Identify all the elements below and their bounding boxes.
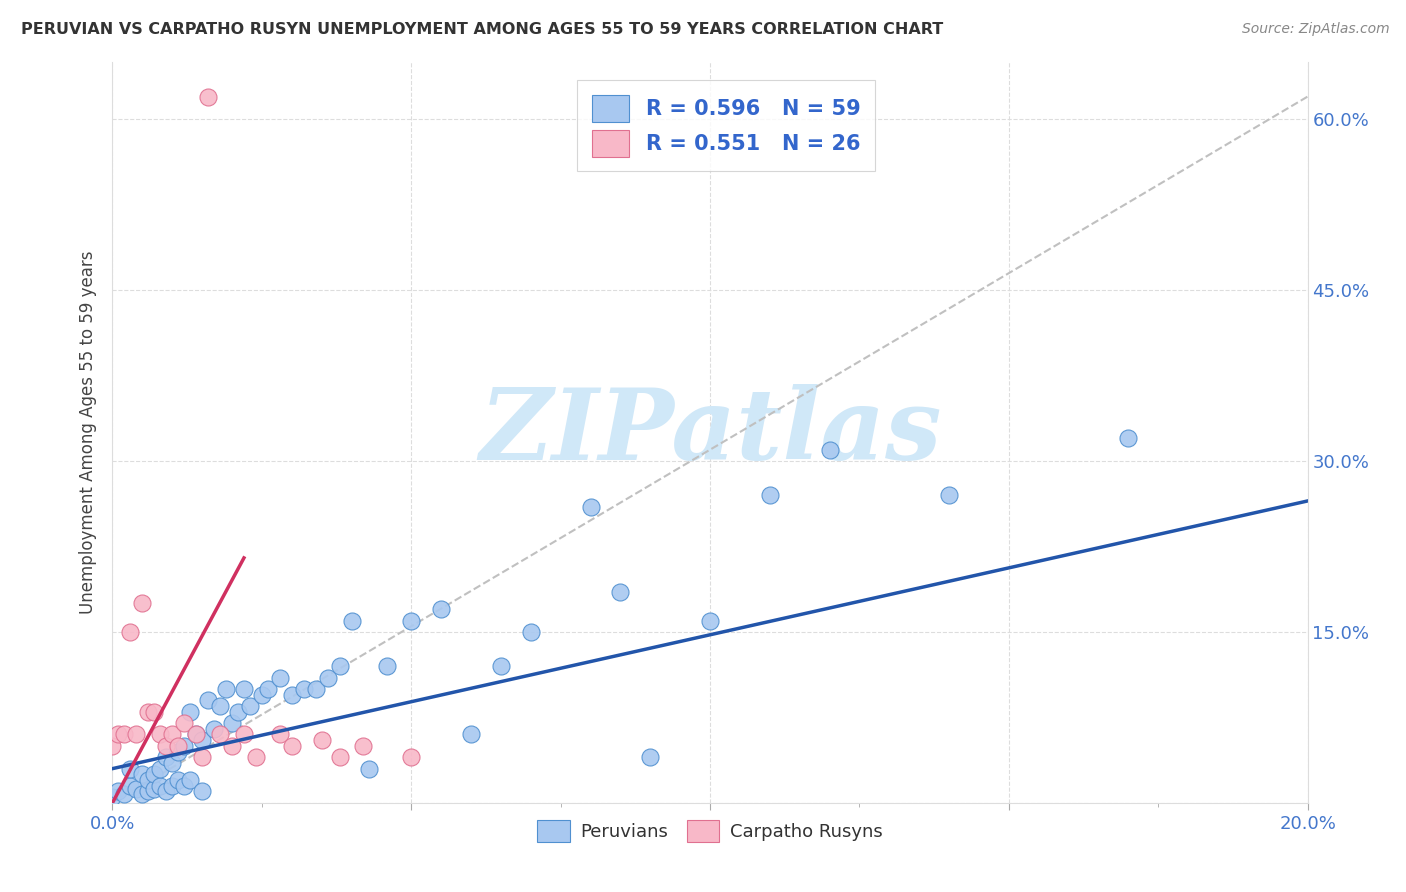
Point xyxy=(401,750,423,764)
Point xyxy=(179,705,201,719)
Point xyxy=(353,739,375,753)
Point xyxy=(1118,431,1140,445)
Point xyxy=(209,698,232,713)
Point xyxy=(155,784,177,798)
Point xyxy=(125,727,148,741)
Point xyxy=(579,500,602,514)
Point xyxy=(640,750,662,764)
Point xyxy=(292,681,315,696)
Point xyxy=(377,659,399,673)
Point xyxy=(520,624,543,639)
Point xyxy=(609,585,631,599)
Point xyxy=(250,688,273,702)
Point xyxy=(101,790,124,805)
Point xyxy=(167,772,190,787)
Point xyxy=(311,733,333,747)
Point xyxy=(155,739,177,753)
Point xyxy=(401,614,423,628)
Point xyxy=(173,779,195,793)
Point xyxy=(143,705,166,719)
Point xyxy=(107,727,129,741)
Point xyxy=(197,89,219,103)
Point xyxy=(269,727,291,741)
Point xyxy=(316,671,339,685)
Point xyxy=(179,772,201,787)
Point xyxy=(340,614,363,628)
Point xyxy=(257,681,280,696)
Point xyxy=(359,762,381,776)
Point xyxy=(162,727,183,741)
Point xyxy=(143,782,166,797)
Point xyxy=(149,779,172,793)
Point xyxy=(460,727,482,741)
Text: Source: ZipAtlas.com: Source: ZipAtlas.com xyxy=(1241,22,1389,37)
Point xyxy=(107,784,129,798)
Point xyxy=(197,693,219,707)
Point xyxy=(281,688,304,702)
Point xyxy=(173,716,195,731)
Point xyxy=(138,784,160,798)
Point xyxy=(221,739,243,753)
Point xyxy=(191,784,214,798)
Point xyxy=(162,779,183,793)
Point xyxy=(114,727,135,741)
Point xyxy=(699,614,721,628)
Point xyxy=(114,787,135,801)
Point xyxy=(281,739,304,753)
Point xyxy=(155,750,177,764)
Point xyxy=(489,659,512,673)
Point xyxy=(120,624,142,639)
Point xyxy=(938,488,960,502)
Point xyxy=(215,681,238,696)
Point xyxy=(143,767,166,781)
Point xyxy=(120,779,142,793)
Point xyxy=(818,442,841,457)
Point xyxy=(186,727,208,741)
Text: PERUVIAN VS CARPATHO RUSYN UNEMPLOYMENT AMONG AGES 55 TO 59 YEARS CORRELATION CH: PERUVIAN VS CARPATHO RUSYN UNEMPLOYMENT … xyxy=(21,22,943,37)
Point xyxy=(125,782,148,797)
Legend: Peruvians, Carpatho Rusyns: Peruvians, Carpatho Rusyns xyxy=(530,813,890,849)
Point xyxy=(759,488,782,502)
Point xyxy=(233,681,256,696)
Point xyxy=(239,698,262,713)
Point xyxy=(221,716,243,731)
Point xyxy=(226,705,249,719)
Point xyxy=(202,722,225,736)
Point xyxy=(269,671,291,685)
Point xyxy=(167,745,190,759)
Point xyxy=(120,762,142,776)
Point xyxy=(101,739,124,753)
Point xyxy=(173,739,195,753)
Text: ZIPatlas: ZIPatlas xyxy=(479,384,941,481)
Point xyxy=(167,739,190,753)
Point xyxy=(138,772,160,787)
Point xyxy=(131,767,153,781)
Point xyxy=(186,727,208,741)
Point xyxy=(191,733,214,747)
Point xyxy=(149,762,172,776)
Y-axis label: Unemployment Among Ages 55 to 59 years: Unemployment Among Ages 55 to 59 years xyxy=(79,251,97,615)
Point xyxy=(329,750,352,764)
Point xyxy=(209,727,232,741)
Point xyxy=(191,750,214,764)
Point xyxy=(329,659,352,673)
Point xyxy=(430,602,453,616)
Point xyxy=(131,787,153,801)
Point xyxy=(149,727,172,741)
Point xyxy=(138,705,160,719)
Point xyxy=(233,727,256,741)
Point xyxy=(305,681,328,696)
Point xyxy=(245,750,267,764)
Point xyxy=(131,597,153,611)
Point xyxy=(162,756,183,770)
